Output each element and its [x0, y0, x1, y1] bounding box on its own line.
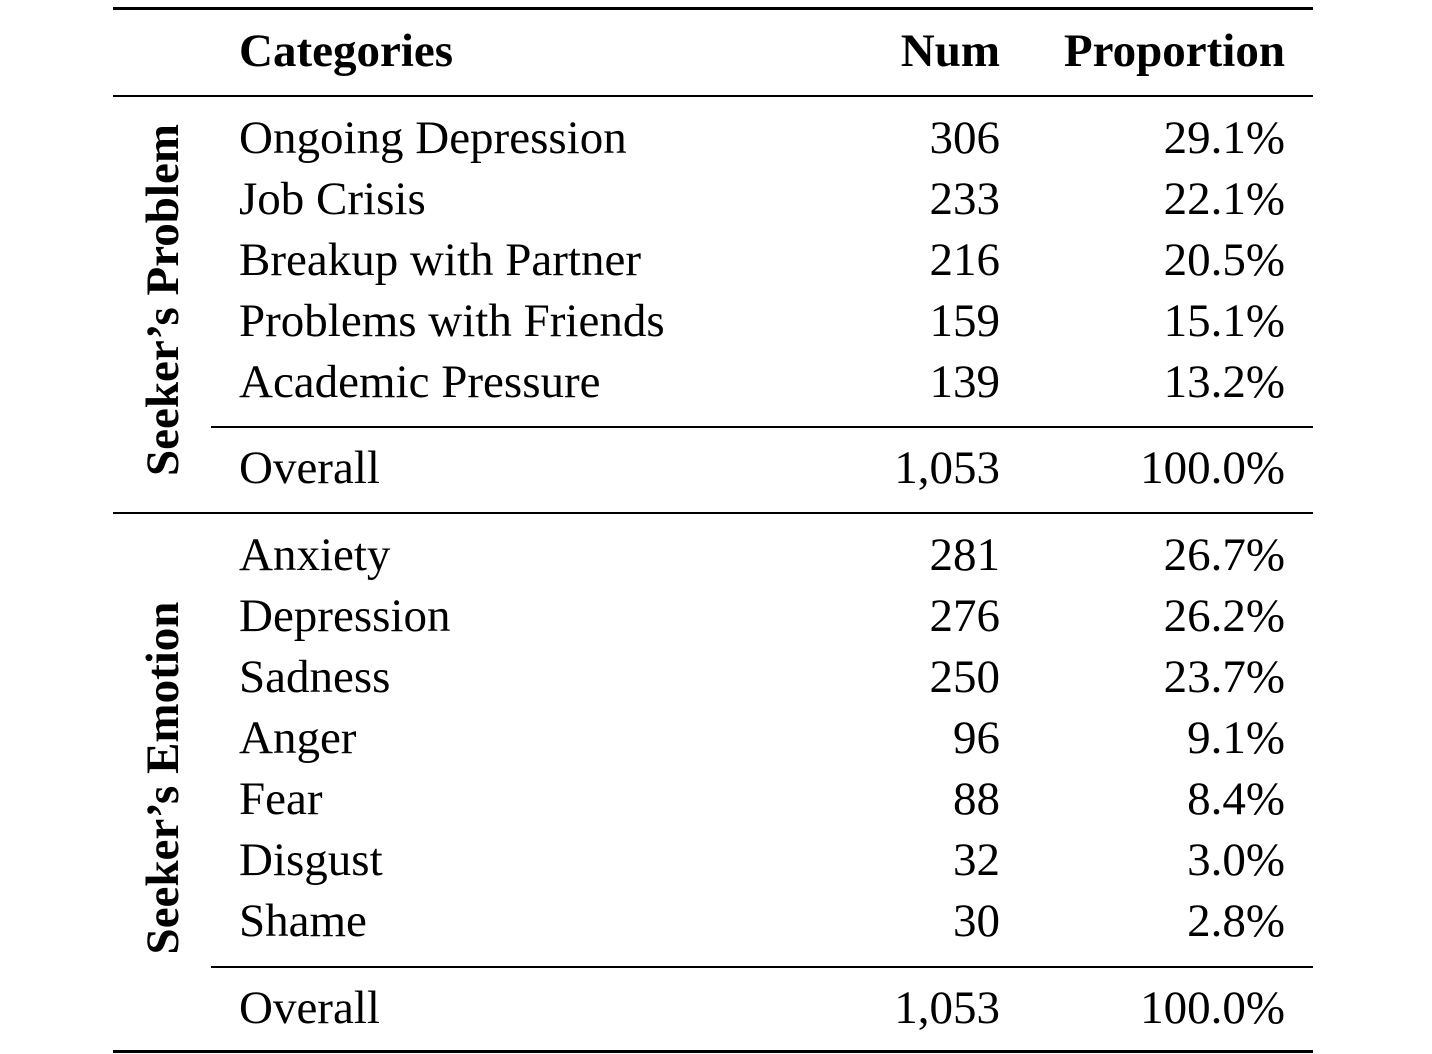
row-proportion: 2.8%	[1187, 895, 1285, 947]
row-proportion: 3.0%	[1187, 834, 1285, 886]
row-category: Academic Pressure	[239, 356, 601, 408]
overall-num: 1,053	[894, 442, 1000, 494]
row-proportion: 20.5%	[1163, 234, 1285, 286]
row-num: 88	[953, 773, 1000, 825]
header-num: Num	[900, 25, 1000, 77]
group-label-emotion: Seeker’s Emotion	[137, 601, 189, 955]
row-proportion: 26.7%	[1163, 529, 1285, 581]
row-proportion: 13.2%	[1163, 356, 1285, 408]
row-num: 32	[953, 834, 1000, 886]
row-category: Job Crisis	[239, 173, 426, 225]
row-category: Anxiety	[239, 529, 391, 581]
row-num: 233	[929, 173, 1001, 225]
row-category: Fear	[239, 773, 323, 825]
group-divider-rule	[113, 512, 1313, 514]
row-proportion: 22.1%	[1163, 173, 1285, 225]
header-categories: Categories	[239, 25, 454, 77]
row-num: 30	[953, 895, 1000, 947]
overall-category: Overall	[239, 982, 380, 1034]
row-num: 250	[929, 651, 1001, 703]
header-proportion: Proportion	[1063, 25, 1285, 77]
bottom-rule	[113, 1050, 1313, 1053]
row-category: Shame	[239, 895, 367, 947]
header-rule	[113, 95, 1313, 97]
row-category: Depression	[239, 590, 451, 642]
overall-proportion: 100.0%	[1140, 982, 1285, 1034]
row-proportion: 29.1%	[1163, 112, 1285, 164]
row-category: Sadness	[239, 651, 391, 703]
row-proportion: 15.1%	[1163, 295, 1285, 347]
row-num: 139	[929, 356, 1001, 408]
group-label-problem: Seeker’s Problem	[137, 124, 189, 476]
row-category: Disgust	[239, 834, 383, 886]
row-category: Problems with Friends	[239, 295, 665, 347]
row-num: 216	[929, 234, 1001, 286]
problem-overall-rule	[211, 426, 1313, 428]
row-proportion: 26.2%	[1163, 590, 1285, 642]
row-num: 96	[953, 712, 1000, 764]
row-num: 276	[929, 590, 1001, 642]
row-category: Anger	[239, 712, 357, 764]
top-rule	[113, 7, 1313, 10]
row-proportion: 8.4%	[1187, 773, 1285, 825]
row-proportion: 9.1%	[1187, 712, 1285, 764]
row-category: Breakup with Partner	[239, 234, 642, 286]
row-num: 281	[929, 529, 1001, 581]
overall-proportion: 100.0%	[1140, 442, 1285, 494]
emotion-overall-rule	[211, 966, 1313, 968]
row-num: 159	[929, 295, 1001, 347]
row-category: Ongoing Depression	[239, 112, 627, 164]
overall-category: Overall	[239, 442, 380, 494]
overall-num: 1,053	[894, 982, 1000, 1034]
row-num: 306	[929, 112, 1001, 164]
row-proportion: 23.7%	[1163, 651, 1285, 703]
